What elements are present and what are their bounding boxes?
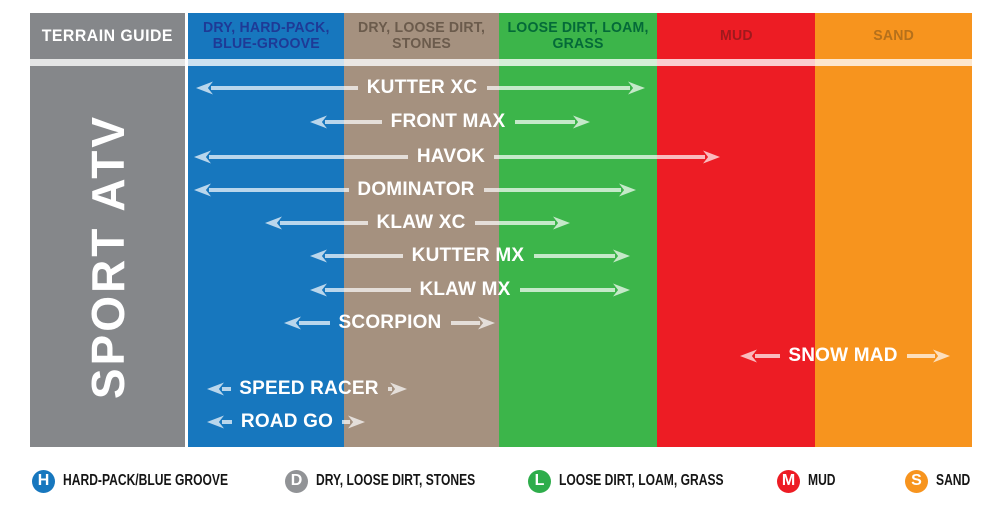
tire-row-speed-racer: SPEED RACER [0, 376, 1000, 402]
terrain-column-header-sand: SAND [815, 13, 972, 59]
tire-row-kutter-mx: KUTTER MX [0, 243, 1000, 269]
arrow-left-shaft [222, 387, 231, 391]
arrow-right-shaft [519, 288, 615, 292]
arrow-right-shaft [483, 188, 621, 192]
arrow-left-shaft [299, 321, 330, 325]
terrain-column-loam-grass: LOOSE DIRT, LOAM, GRASS [499, 13, 657, 447]
arrow-right-icon [478, 316, 495, 330]
tire-row-snow-mad: SNOW MAD [0, 343, 1000, 369]
arrow-right-shaft [533, 254, 615, 258]
legend-label: MUD [808, 472, 836, 489]
legend-label: DRY, LOOSE DIRT, STONES [316, 472, 476, 489]
arrow-right-icon [390, 382, 407, 396]
terrain-column-header-hard-pack: DRY, HARD-PACK, BLUE-GROOVE [188, 13, 344, 59]
tire-name-label: SPEED RACER [239, 378, 379, 399]
tire-name-label: KLAW XC [376, 212, 466, 233]
arrow-right-shaft [906, 354, 935, 358]
tire-row-kutter-xc: KUTTER XC [0, 75, 1000, 101]
terrain-column-header-guide: TERRAIN GUIDE [30, 13, 185, 59]
legend-badge-h-icon: H [32, 469, 55, 493]
tire-row-klaw-xc: KLAW XC [0, 210, 1000, 236]
arrow-right-shaft [450, 321, 480, 325]
legend-item-d: D DRY, LOOSE DIRT, STONES [285, 469, 520, 493]
terrain-column-header-loam-grass: LOOSE DIRT, LOAM, GRASS [499, 13, 657, 59]
terrain-column-hard-pack: DRY, HARD-PACK, BLUE-GROOVE [188, 13, 344, 447]
legend-badge-d-icon: D [285, 469, 308, 493]
tire-name-label: KUTTER XC [366, 77, 478, 98]
terrain-column-header-dry-loose-dirt: DRY, LOOSE DIRT, STONES [344, 13, 499, 59]
arrow-left-shaft [325, 254, 403, 258]
terrain-column-header-label: SAND [873, 27, 914, 44]
arrow-left-shaft [280, 221, 368, 225]
arrow-right-icon [613, 283, 630, 297]
arrow-left-shaft [211, 86, 358, 90]
legend-label: LOOSE DIRT, LOAM, GRASS [559, 472, 724, 489]
arrow-right-icon [703, 150, 720, 164]
arrow-right-icon [628, 81, 645, 95]
terrain-column-header-label: TERRAIN GUIDE [41, 27, 174, 45]
tire-row-front-max: FRONT MAX [0, 109, 1000, 135]
arrow-left-shaft [325, 288, 411, 292]
arrow-left-shaft [325, 120, 382, 124]
arrow-right-shaft [514, 120, 575, 124]
arrow-left-shaft [222, 420, 232, 424]
tire-name-label: KUTTER MX [411, 245, 525, 266]
legend-badge-m-icon: M [777, 469, 800, 493]
arrow-right-icon [573, 115, 590, 129]
arrow-right-icon [613, 249, 630, 263]
arrow-right-shaft [342, 420, 350, 424]
legend-item-l: L LOOSE DIRT, LOAM, GRASS [528, 469, 770, 493]
arrow-left-shaft [209, 155, 408, 159]
arrow-right-icon [619, 183, 636, 197]
arrow-left-shaft [755, 354, 780, 358]
header-divider-stripe [30, 59, 972, 66]
tire-name-label: KLAW MX [419, 279, 511, 300]
arrow-right-shaft [474, 221, 555, 225]
arrow-left-shaft [209, 188, 349, 192]
terrain-column-header-label: LOOSE DIRT, LOAM, GRASS [507, 19, 649, 52]
arrow-right-icon [553, 216, 570, 230]
terrain-column-header-label: MUD [719, 27, 753, 44]
tire-name-label: SCORPION [338, 312, 442, 333]
terrain-column-sand: SAND [815, 13, 972, 447]
terrain-column-header-label: DRY, HARD-PACK, BLUE-GROOVE [202, 19, 330, 52]
tire-name-label: SNOW MAD [788, 345, 898, 366]
tire-row-dominator: DOMINATOR [0, 177, 1000, 203]
arrow-right-shaft [387, 387, 392, 391]
tire-name-label: HAVOK [416, 146, 486, 167]
arrow-right-icon [933, 349, 950, 363]
tire-name-label: FRONT MAX [390, 111, 506, 132]
terrain-column-header-mud: MUD [657, 13, 815, 59]
terrain-column-guide: TERRAIN GUIDE SPORT ATV [30, 13, 185, 447]
legend-label: HARD-PACK/BLUE GROOVE [63, 472, 229, 489]
tire-row-klaw-mx: KLAW MX [0, 277, 1000, 303]
tire-row-scorpion: SCORPION [0, 310, 1000, 336]
tire-row-havok: HAVOK [0, 144, 1000, 170]
legend-item-h: H HARD-PACK/BLUE GROOVE [32, 469, 275, 493]
legend-badge-l-icon: L [528, 469, 551, 493]
arrow-right-shaft [494, 155, 705, 159]
terrain-column-header-label: DRY, LOOSE DIRT, STONES [357, 19, 486, 52]
legend-label: SAND [936, 472, 971, 489]
arrow-right-icon [348, 415, 365, 429]
terrain-column-dry-loose-dirt: DRY, LOOSE DIRT, STONES [344, 13, 499, 447]
tire-name-label: DOMINATOR [357, 179, 475, 200]
legend-badge-s-icon: S [905, 469, 928, 493]
legend-item-m: M MUD [777, 469, 843, 493]
arrow-right-shaft [486, 86, 630, 90]
tire-name-label: ROAD GO [240, 411, 334, 432]
terrain-column-mud: MUD [657, 13, 815, 447]
legend-item-s: S SAND [905, 469, 980, 493]
tire-row-road-go: ROAD GO [0, 409, 1000, 435]
